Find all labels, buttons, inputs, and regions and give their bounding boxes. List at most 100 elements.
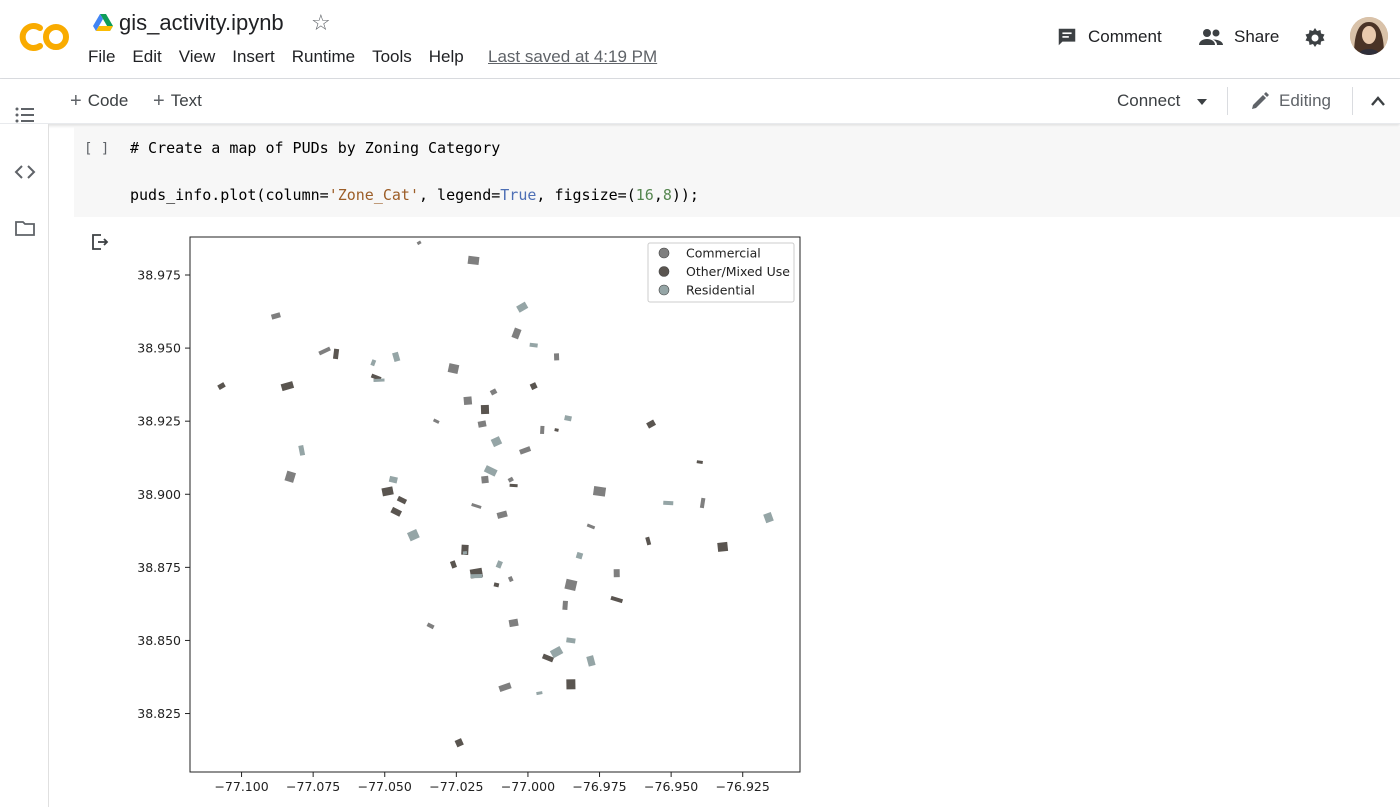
pud-polygon: [507, 476, 514, 483]
zoning-map-plot: −77.100 −77.075 −77.050 −77.025 −77.000 −76.9…: [137, 236, 801, 794]
avatar[interactable]: [1350, 17, 1388, 55]
table-of-contents-icon[interactable]: [14, 104, 36, 126]
pud-polygon: [553, 353, 560, 361]
folder-icon[interactable]: [14, 217, 36, 239]
editing-mode-button[interactable]: Editing: [1250, 91, 1331, 111]
pud-polygon: [717, 541, 729, 552]
code-cell[interactable]: [ ] # Create a map of PUDs by Zoning Cat…: [74, 127, 1400, 217]
x-axis: −77.100 −77.075 −77.050 −77.025 −77.000 −76.9…: [214, 772, 770, 794]
gear-icon[interactable]: [1303, 26, 1327, 50]
pud-polygon: [519, 446, 532, 455]
pud-polygon: [564, 415, 572, 422]
pud-polygon: [490, 436, 503, 448]
code-snippets-icon[interactable]: [14, 161, 36, 183]
legend-marker: [658, 266, 670, 277]
pud-polygon: [696, 460, 703, 465]
pud-polygon: [426, 622, 435, 630]
pud-polygon: [586, 655, 596, 667]
dropdown-arrow-icon[interactable]: [1196, 98, 1208, 106]
code-line-2[interactable]: puds_info.plot(column='Zone_Cat', legend…: [130, 186, 699, 204]
pud-polygon: [540, 425, 545, 435]
code-string: 'Zone_Cat': [328, 186, 419, 204]
notebook-title[interactable]: gis_activity.ipynb: [119, 10, 284, 35]
pud-polygon: [396, 495, 408, 505]
legend-label: Other/Mixed Use: [686, 264, 790, 279]
y-tick-label: 38.900: [137, 487, 181, 502]
pud-polygon: [370, 359, 377, 367]
left-sidebar: [0, 107, 49, 807]
pud-polygon: [217, 382, 226, 391]
last-saved-link[interactable]: Last saved at 4:19 PM: [488, 47, 658, 66]
menu-runtime[interactable]: Runtime: [291, 47, 356, 66]
y-tick-label: 38.950: [137, 341, 181, 356]
pud-polygon: [392, 351, 401, 363]
menu-help[interactable]: Help: [428, 47, 464, 66]
pud-polygon: [610, 595, 624, 604]
pud-polygon: [481, 475, 489, 484]
pud-polygon: [270, 312, 281, 320]
add-text-button[interactable]: + Text: [153, 91, 202, 111]
pud-polygon: [554, 428, 559, 432]
legend-marker: [658, 284, 670, 296]
pud-polygon: [496, 510, 508, 519]
x-tick-label: −76.950: [644, 779, 698, 794]
pud-polygon: [462, 551, 468, 555]
connect-button[interactable]: Connect: [1117, 91, 1180, 111]
pud-polygon: [493, 582, 500, 588]
pud-polygon: [508, 618, 519, 628]
pud-polygon: [646, 419, 657, 429]
header: gis_activity.ipynb ☆ File Edit View Inse…: [0, 0, 1400, 79]
notebook-toolbar: + Code + Text Connect Editing: [0, 79, 1400, 124]
legend-marker: [658, 247, 670, 259]
menu-view[interactable]: View: [178, 47, 216, 66]
connect-label: Connect: [1117, 91, 1181, 110]
pud-polygon: [507, 575, 514, 583]
y-tick-label: 38.975: [137, 268, 181, 283]
add-code-button[interactable]: + Code: [70, 91, 128, 111]
pud-polygon: [645, 536, 652, 546]
pud-polygon: [332, 348, 340, 360]
pud-polygon: [449, 560, 458, 569]
pud-polygon: [536, 691, 543, 696]
pud-polygon: [432, 418, 440, 424]
code-number: 16: [635, 186, 654, 204]
star-icon[interactable]: ☆: [311, 10, 331, 35]
pud-polygon: [454, 738, 464, 748]
toolbar-divider: [1352, 87, 1353, 115]
colab-logo[interactable]: [18, 20, 70, 54]
run-cell-indicator[interactable]: [ ]: [84, 141, 110, 157]
x-tick-label: −77.075: [286, 779, 340, 794]
pud-polygon: [562, 600, 568, 611]
pud-polygon: [509, 483, 518, 488]
comment-button[interactable]: Comment: [1056, 26, 1162, 48]
menu-edit[interactable]: Edit: [132, 47, 162, 66]
legend-label: Residential: [686, 283, 755, 298]
comment-label: Comment: [1088, 27, 1162, 46]
pud-polygon: [471, 502, 482, 509]
pud-polygon: [498, 682, 512, 693]
toolbar-divider: [1227, 87, 1228, 115]
plus-icon: +: [70, 89, 82, 112]
google-drive-icon[interactable]: [93, 14, 113, 32]
pud-polygon: [575, 551, 584, 560]
code-line-1[interactable]: # Create a map of PUDs by Zoning Categor…: [130, 139, 500, 157]
pud-polygon: [586, 523, 596, 530]
plus-icon: +: [153, 89, 165, 112]
pud-polygon: [284, 470, 296, 483]
x-tick-label: −77.050: [358, 779, 412, 794]
code-token: ));: [671, 186, 699, 204]
output-actions-icon[interactable]: [90, 232, 110, 252]
share-button[interactable]: Share: [1198, 26, 1279, 48]
code-token: puds_info.plot(column=: [130, 186, 329, 204]
menu-file[interactable]: File: [88, 47, 116, 66]
menu-insert[interactable]: Insert: [232, 47, 275, 66]
pud-polygon: [390, 506, 403, 517]
x-tick-label: −77.000: [501, 779, 555, 794]
chevron-up-icon[interactable]: [1370, 95, 1386, 107]
menu-tools[interactable]: Tools: [372, 47, 412, 66]
x-tick-label: −76.925: [716, 779, 770, 794]
pud-polygon: [298, 445, 306, 456]
pud-polygon: [463, 396, 473, 406]
people-icon: [1199, 29, 1223, 45]
pud-polygon: [566, 679, 576, 690]
